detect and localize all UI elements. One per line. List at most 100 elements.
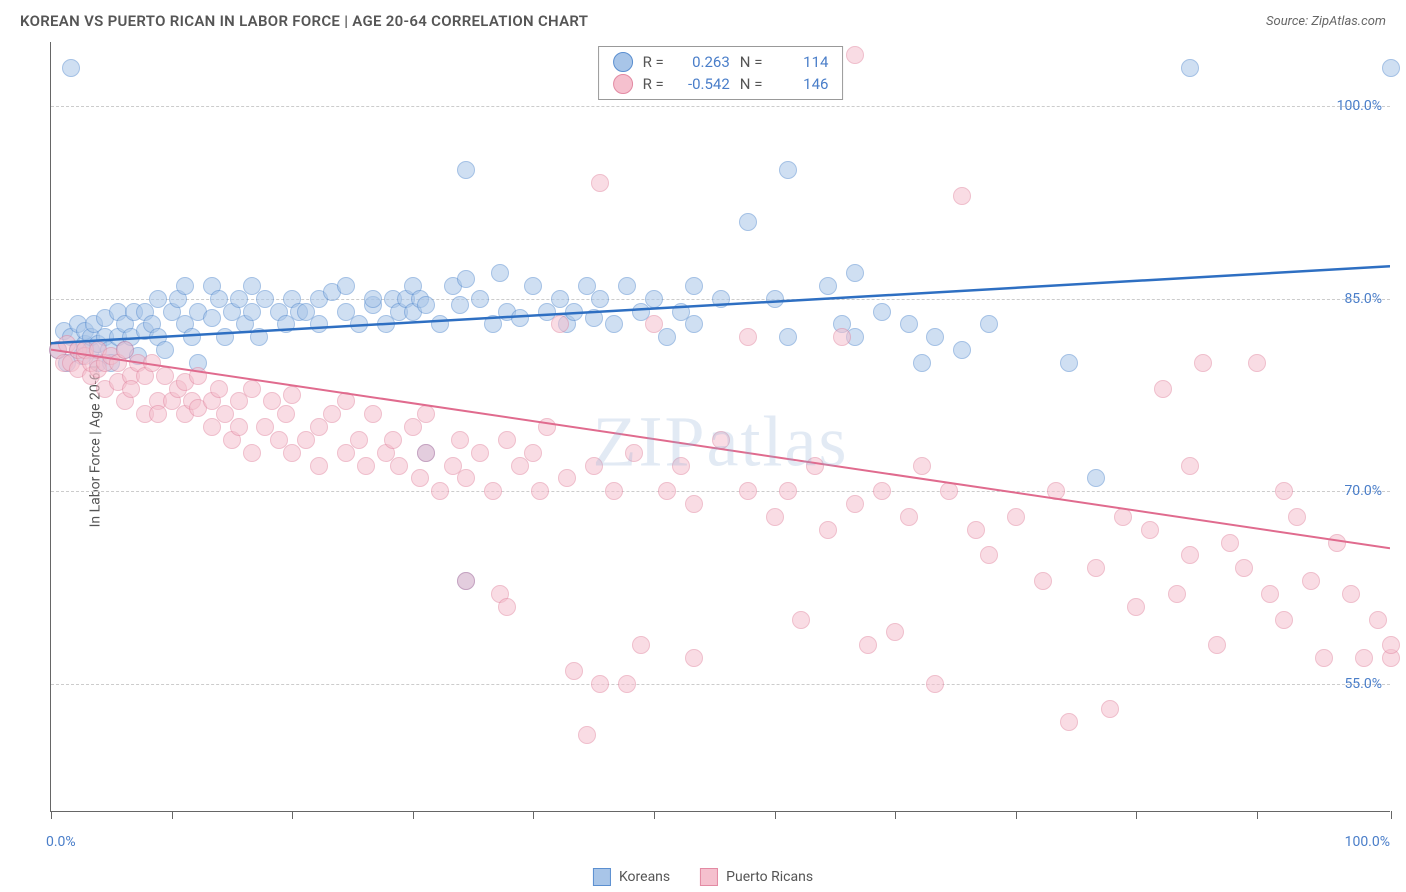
data-point <box>658 482 676 500</box>
data-point <box>1194 354 1212 372</box>
data-point <box>739 482 757 500</box>
y-tick-label: 85.0% <box>1344 291 1382 307</box>
data-point <box>250 328 268 346</box>
data-point <box>216 328 234 346</box>
data-point <box>1248 354 1266 372</box>
data-point <box>585 309 603 327</box>
x-tick <box>1016 811 1017 819</box>
data-point <box>189 367 207 385</box>
stats-row-koreans: R = 0.263 N = 114 <box>613 51 829 73</box>
x-tick <box>654 811 655 819</box>
data-point <box>846 46 864 64</box>
data-point <box>1101 700 1119 718</box>
data-point <box>1087 559 1105 577</box>
legend-item-koreans: Koreans <box>593 868 670 886</box>
x-tick <box>1136 811 1137 819</box>
data-point <box>873 303 891 321</box>
x-tick <box>1391 811 1392 819</box>
data-point <box>585 457 603 475</box>
chart-title: KOREAN VS PUERTO RICAN IN LABOR FORCE | … <box>20 12 588 30</box>
data-point <box>819 277 837 295</box>
data-point <box>551 315 569 333</box>
x-tick <box>1257 811 1258 819</box>
data-point <box>605 315 623 333</box>
data-point <box>1034 572 1052 590</box>
data-point <box>645 315 663 333</box>
data-point <box>658 328 676 346</box>
x-axis-start-label: 0.0% <box>46 834 76 850</box>
data-point <box>846 264 864 282</box>
data-point <box>411 469 429 487</box>
r-label: R = <box>643 75 664 93</box>
n-label: N = <box>740 53 763 71</box>
chart-plot-area: 55.0%70.0%85.0%100.0% ZIPatlas R = 0.263… <box>50 42 1390 812</box>
data-point <box>350 431 368 449</box>
data-point <box>498 431 516 449</box>
data-point <box>766 508 784 526</box>
data-point <box>1302 572 1320 590</box>
data-point <box>819 521 837 539</box>
data-point <box>1261 585 1279 603</box>
data-point <box>558 469 576 487</box>
x-tick <box>775 811 776 819</box>
gridline <box>51 106 1390 107</box>
data-point <box>1114 508 1132 526</box>
gridline <box>51 491 1390 492</box>
legend-label: Puerto Ricans <box>726 869 813 885</box>
data-point <box>1328 534 1346 552</box>
x-tick <box>895 811 896 819</box>
data-point <box>1221 534 1239 552</box>
data-point <box>310 315 328 333</box>
data-point <box>1127 598 1145 616</box>
data-point <box>926 328 944 346</box>
legend: Koreans Puerto Ricans <box>593 868 813 886</box>
data-point <box>1382 636 1400 654</box>
data-point <box>779 161 797 179</box>
data-point <box>779 482 797 500</box>
data-point <box>310 457 328 475</box>
data-point <box>1154 380 1172 398</box>
data-point <box>859 636 877 654</box>
data-point <box>1235 559 1253 577</box>
data-point <box>1181 546 1199 564</box>
data-point <box>431 482 449 500</box>
data-point <box>672 457 690 475</box>
legend-item-puerto-ricans: Puerto Ricans <box>700 868 813 886</box>
data-point <box>538 418 556 436</box>
r-value: -0.542 <box>674 75 730 93</box>
data-point <box>618 277 636 295</box>
data-point <box>712 290 730 308</box>
data-point <box>578 726 596 744</box>
data-point <box>457 161 475 179</box>
data-point <box>337 392 355 410</box>
swatch-icon <box>613 52 633 72</box>
data-point <box>350 315 368 333</box>
data-point <box>900 315 918 333</box>
data-point <box>384 431 402 449</box>
data-point <box>900 508 918 526</box>
data-point <box>524 444 542 462</box>
data-point <box>183 328 201 346</box>
data-point <box>980 546 998 564</box>
data-point <box>1087 469 1105 487</box>
data-point <box>940 482 958 500</box>
data-point <box>243 444 261 462</box>
data-point <box>491 264 509 282</box>
data-point <box>357 457 375 475</box>
n-label: N = <box>740 75 763 93</box>
data-point <box>1382 59 1400 77</box>
legend-label: Koreans <box>619 869 670 885</box>
data-point <box>605 482 623 500</box>
data-point <box>779 328 797 346</box>
data-point <box>457 270 475 288</box>
r-value: 0.263 <box>674 53 730 71</box>
data-point <box>1060 354 1078 372</box>
x-tick <box>172 811 173 819</box>
data-point <box>471 444 489 462</box>
data-point <box>913 354 931 372</box>
x-tick <box>533 811 534 819</box>
data-point <box>498 598 516 616</box>
data-point <box>913 457 931 475</box>
data-point <box>685 649 703 667</box>
data-point <box>524 277 542 295</box>
